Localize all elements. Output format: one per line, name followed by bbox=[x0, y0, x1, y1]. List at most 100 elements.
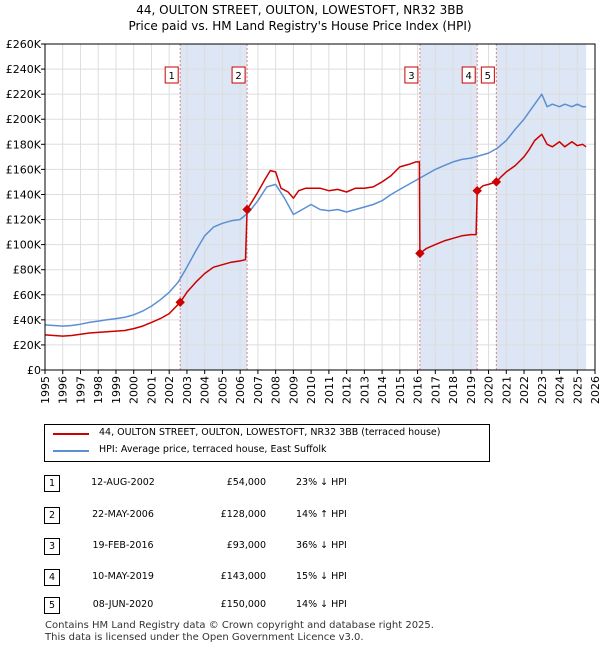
sale-number-badge: 2 bbox=[44, 507, 60, 524]
x-tick-label: 2023 bbox=[536, 376, 549, 404]
sale-point-2 bbox=[242, 204, 252, 215]
table-row: 4 10-MAY-2019 £143,000 15% ↓ HPI bbox=[0, 569, 600, 589]
y-tick-label: £220K bbox=[6, 88, 42, 101]
x-tick-label: 2026 bbox=[589, 376, 600, 404]
y-tick-label: £160K bbox=[6, 163, 42, 176]
sale-label-5: 5 bbox=[485, 71, 491, 82]
sale-number-badge: 3 bbox=[44, 538, 60, 555]
sale-date: 19-FEB-2016 bbox=[92, 540, 154, 551]
shaded-range-1 bbox=[180, 44, 248, 370]
hpi-line bbox=[44, 93, 587, 327]
sale-number-badge: 1 bbox=[44, 475, 60, 492]
sale-price: £93,000 bbox=[226, 540, 266, 551]
sale-label-box-3 bbox=[404, 66, 419, 84]
y-tick-label: £200K bbox=[6, 113, 42, 126]
x-tick-label: 2015 bbox=[394, 376, 407, 404]
x-tick-label: 1997 bbox=[74, 376, 87, 404]
x-tick-label: 2018 bbox=[447, 376, 460, 404]
y-tick-label: £40K bbox=[13, 314, 42, 327]
sale-label-1: 1 bbox=[169, 71, 175, 82]
y-tick-label: £120K bbox=[6, 214, 42, 227]
x-tick-label: 2005 bbox=[216, 376, 229, 404]
chart-subtitle: Price paid vs. HM Land Registry's House … bbox=[128, 19, 472, 33]
sale-number-badge: 5 bbox=[44, 597, 60, 614]
x-tick-label: 1999 bbox=[110, 376, 123, 404]
sale-label-box-4 bbox=[461, 66, 476, 84]
table-row: 3 19-FEB-2016 £93,000 36% ↓ HPI bbox=[0, 538, 600, 558]
sale-hpi-diff: 14% ↓ HPI bbox=[296, 599, 347, 610]
shaded-range-2 bbox=[419, 44, 478, 370]
sale-point-3 bbox=[415, 248, 425, 259]
x-tick-label: 2003 bbox=[181, 376, 194, 404]
x-tick-label: 2011 bbox=[323, 376, 336, 404]
sale-date: 12-AUG-2002 bbox=[91, 477, 155, 488]
x-tick-label: 2021 bbox=[500, 376, 513, 404]
table-row: 1 12-AUG-2002 £54,000 23% ↓ HPI bbox=[0, 475, 600, 495]
shaded-range-3 bbox=[496, 44, 587, 370]
legend-label-hpi: HPI: Average price, terraced house, East… bbox=[99, 444, 327, 455]
sale-date: 10-MAY-2019 bbox=[92, 571, 154, 582]
x-tick-label: 1996 bbox=[57, 376, 70, 404]
sale-label-3: 3 bbox=[408, 71, 414, 82]
sale-hpi-diff: 15% ↓ HPI bbox=[296, 571, 347, 582]
sale-point-5 bbox=[491, 177, 502, 187]
x-tick-label: 2008 bbox=[270, 376, 283, 404]
sale-price: £54,000 bbox=[226, 477, 266, 488]
sale-point-4 bbox=[472, 185, 482, 196]
y-tick-label: £240K bbox=[6, 63, 42, 76]
x-tick-label: 2022 bbox=[518, 376, 531, 404]
sale-date: 08-JUN-2020 bbox=[92, 599, 154, 610]
x-tick-label: 1998 bbox=[92, 376, 105, 404]
x-tick-label: 2004 bbox=[199, 376, 212, 404]
sale-price: £128,000 bbox=[220, 509, 266, 520]
x-tick-label: 2019 bbox=[465, 376, 478, 404]
table-row: 5 08-JUN-2020 £150,000 14% ↓ HPI bbox=[0, 597, 600, 617]
sale-hpi-diff: 23% ↓ HPI bbox=[296, 477, 347, 488]
y-tick-label: £180K bbox=[6, 138, 42, 151]
x-tick-label: 2017 bbox=[429, 376, 442, 404]
sale-price: £150,000 bbox=[220, 599, 266, 610]
legend-swatch-property bbox=[53, 433, 89, 435]
legend-swatch-hpi bbox=[53, 450, 89, 452]
x-tick-label: 2009 bbox=[287, 376, 300, 404]
footer-copyright: Contains HM Land Registry data © Crown c… bbox=[45, 620, 434, 631]
y-tick-label: £60K bbox=[13, 289, 42, 302]
legend-label-property: 44, OULTON STREET, OULTON, LOWESTOFT, NR… bbox=[99, 427, 441, 438]
footer-license: This data is licensed under the Open Gov… bbox=[45, 632, 364, 643]
x-tick-label: 2000 bbox=[128, 376, 141, 404]
sale-label-box-1 bbox=[164, 66, 179, 84]
x-tick-label: 2024 bbox=[554, 376, 567, 404]
x-tick-label: 2016 bbox=[412, 376, 425, 404]
x-tick-label: 2025 bbox=[571, 376, 584, 404]
y-tick-label: £80K bbox=[13, 264, 42, 277]
x-tick-label: 2002 bbox=[163, 376, 176, 404]
x-tick-label: 1995 bbox=[39, 376, 52, 404]
x-tick-label: 2014 bbox=[376, 376, 389, 404]
price-chart: 1 2 3 4 5 £0 £20K £40K £60K £80K £100K £120K £140K £1… bbox=[6, 38, 600, 404]
y-tick-label: £0 bbox=[27, 364, 41, 377]
y-tick-label: £20K bbox=[13, 339, 42, 352]
x-tick-label: 2001 bbox=[145, 376, 158, 404]
y-tick-label: £140K bbox=[6, 188, 42, 201]
x-tick-label: 2010 bbox=[305, 376, 318, 404]
sale-hpi-diff: 14% ↑ HPI bbox=[296, 509, 347, 520]
x-tick-label: 2007 bbox=[252, 376, 265, 404]
x-tick-label: 2006 bbox=[234, 376, 247, 404]
sale-hpi-diff: 36% ↓ HPI bbox=[296, 540, 347, 551]
table-row: 2 22-MAY-2006 £128,000 14% ↑ HPI bbox=[0, 507, 600, 527]
chart-title-address: 44, OULTON STREET, OULTON, LOWESTOFT, NR… bbox=[136, 3, 464, 17]
property-price-line bbox=[44, 133, 587, 337]
sale-number-badge: 4 bbox=[44, 569, 60, 586]
x-tick-label: 2020 bbox=[483, 376, 496, 404]
y-tick-label: £260K bbox=[6, 38, 42, 51]
sale-label-box-2 bbox=[231, 66, 246, 84]
sale-label-4: 4 bbox=[466, 71, 472, 82]
sale-date: 22-MAY-2006 bbox=[92, 509, 154, 520]
sale-label-2: 2 bbox=[235, 71, 241, 82]
x-tick-label: 2013 bbox=[358, 376, 371, 404]
y-tick-label: £100K bbox=[6, 239, 42, 252]
sale-point-1 bbox=[175, 297, 185, 307]
x-tick-label: 2012 bbox=[341, 376, 354, 404]
chart-legend: 44, OULTON STREET, OULTON, LOWESTOFT, NR… bbox=[44, 424, 490, 462]
sale-label-box-5 bbox=[480, 66, 495, 84]
